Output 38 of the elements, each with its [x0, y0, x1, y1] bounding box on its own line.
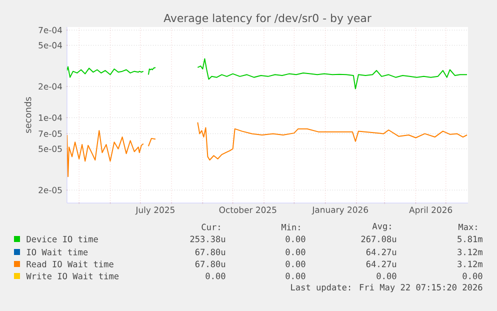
y-tick-label: 5e-05 [38, 146, 62, 152]
legend-label: Write IO Wait time [26, 272, 119, 280]
chart-title: Average latency for /dev/sr0 - by year [164, 14, 372, 24]
y-axis-title: seconds [24, 97, 32, 133]
text: Min: [282, 224, 300, 230]
text: 0.00 [286, 272, 306, 280]
text: 67.80u [195, 248, 226, 256]
y-tick-label: 5e-04 [38, 42, 62, 48]
text: 0.00 [376, 272, 396, 280]
text: 0.00 [206, 272, 226, 280]
text: 3.12m [458, 248, 482, 256]
text: 0.00 [286, 236, 306, 242]
x-tick-label: July 2025 [135, 206, 174, 215]
text: 64.27u [366, 260, 396, 268]
text: 3.12m [458, 260, 482, 268]
y-tick-label: 7e-05 [38, 130, 62, 137]
text: 67.80u [195, 260, 226, 268]
text: 253.38u [190, 236, 226, 242]
text: Cur: [202, 224, 220, 230]
text: 5.81m [458, 236, 482, 242]
text: Max: [458, 224, 477, 230]
y-tick-label: 2e-05 [38, 186, 62, 194]
text: 0.00 [462, 272, 482, 280]
x-tick-label: October 2025 [219, 206, 276, 214]
text: 64.27u [366, 248, 396, 256]
y-tick-label: 2e-04 [38, 83, 62, 90]
text: 0.00 [286, 248, 306, 256]
y-tick-label: 1e-04 [38, 114, 62, 121]
legend-label: Device IO time [26, 236, 98, 242]
x-tick-label: April 2026 [409, 206, 452, 215]
text: 0.00 [286, 260, 306, 268]
text: Last update: Fri May 22 07:15:20 2026 [291, 284, 482, 292]
text: Avg: [372, 222, 391, 232]
legend-label: Read IO Wait time [26, 260, 114, 268]
y-tick-label: 7e-04 [38, 26, 62, 34]
x-tick-label: January 2026 [312, 206, 368, 215]
legend-label: IO Wait time [27, 248, 88, 256]
text: 267.08u [361, 236, 396, 242]
